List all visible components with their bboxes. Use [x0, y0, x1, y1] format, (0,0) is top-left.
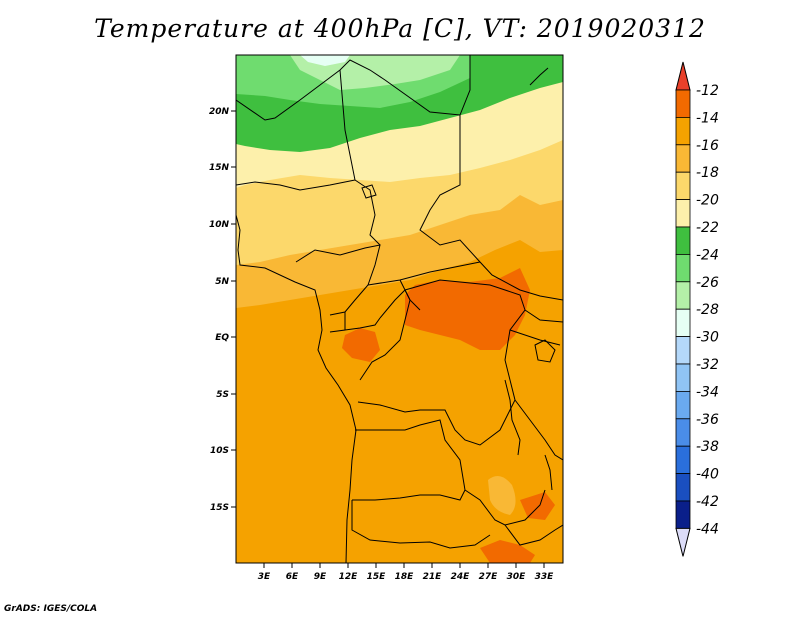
- coastline-west: [236, 214, 357, 563]
- colorbar-swatch: [675, 500, 691, 529]
- colorbar-swatch: [675, 253, 691, 283]
- colorbar-swatch: [675, 445, 691, 475]
- lat-label-15n: 15N: [209, 163, 230, 173]
- lat-label-eq: EQ: [215, 333, 229, 343]
- lake-victoria: [534, 339, 556, 363]
- colorbar-label: -34: [696, 384, 719, 400]
- lat-label-10n: 10N: [209, 220, 230, 230]
- country-borders: [236, 55, 563, 563]
- border-congo: [359, 289, 411, 381]
- lake-malawi: [544, 454, 553, 491]
- colorbar-swatch: [675, 171, 691, 200]
- lat-axis: [231, 110, 236, 508]
- lon-label-12e: 12E: [339, 572, 359, 582]
- colorbar-swatch: [675, 336, 691, 365]
- lon-label-24e: 24E: [451, 572, 471, 582]
- colorbar: -12 -14 -16 -18 -20 -22 -24 -26 -28 -30 -32 -34 -36 -…: [675, 61, 719, 557]
- colorbar-label: -18: [696, 165, 719, 181]
- field-dark-orange-12-south: [480, 540, 535, 563]
- border-tanzania: [514, 399, 563, 461]
- lake-tanganyika: [504, 379, 521, 456]
- chart-title: Temperature at 400hPa [C], VT: 201902031…: [94, 14, 706, 43]
- colorbar-arrow-top: [675, 61, 691, 91]
- lon-label-6e: 6E: [286, 572, 299, 582]
- lon-label-21e: 21E: [423, 572, 443, 582]
- colorbar-swatch: [675, 281, 691, 310]
- colorbar-label: -38: [696, 439, 719, 455]
- lat-label-20n: 20N: [209, 107, 230, 117]
- field-pale-30: [300, 55, 350, 66]
- border-niger-south: [236, 179, 356, 191]
- colorbar-swatch: [675, 226, 691, 255]
- colorbar-label: -30: [696, 330, 719, 346]
- lat-label-15s: 15S: [210, 503, 229, 513]
- colorbar-label: -28: [696, 302, 719, 318]
- colorbar-label: -42: [696, 494, 719, 510]
- field-orange-16-south: [488, 476, 516, 515]
- colorbar-swatch: [675, 418, 691, 447]
- lon-label-9e: 9E: [314, 572, 327, 582]
- border-chad-niger: [339, 69, 381, 246]
- colorbar-label: -26: [696, 275, 719, 291]
- colorbar-label: -20: [696, 193, 719, 209]
- lat-label-5n: 5N: [215, 277, 229, 287]
- lon-label-3e: 3E: [258, 572, 271, 582]
- colorbar-swatch: [675, 308, 691, 338]
- colorbar-label: -32: [696, 357, 719, 373]
- lon-label-30e: 30E: [507, 572, 527, 582]
- colorbar-arrow-bottom: [675, 527, 691, 557]
- temperature-field: [236, 55, 563, 563]
- lon-axis: [263, 563, 545, 568]
- colorbar-label: -36: [696, 412, 719, 428]
- border-nigeria: [295, 244, 381, 316]
- border-cameroon: [329, 312, 381, 333]
- nile-river-west: [529, 67, 549, 86]
- colorbar-swatch: [675, 117, 691, 146]
- field-dark-orange-12: [405, 268, 530, 350]
- credit-label: GrADS: IGES/COLA: [4, 604, 98, 614]
- colorbar-label: -14: [696, 110, 719, 126]
- map-frame: [235, 54, 564, 564]
- border-namibia: [351, 500, 491, 549]
- lat-label-10s: 10S: [210, 446, 229, 456]
- border-drc: [357, 279, 526, 446]
- colorbar-swatch: [675, 199, 691, 228]
- border-sudan-north: [419, 115, 563, 301]
- field-dark-orange-12-east: [520, 492, 555, 520]
- colorbar-label: -40: [696, 467, 719, 483]
- border-sahara-north: [236, 55, 471, 121]
- lat-labels: 20N 15N 10N 5N EQ 5S 10S 15S: [209, 107, 230, 513]
- colorbar-swatch: [675, 363, 691, 392]
- lake-chad: [361, 184, 377, 199]
- colorbar-label: -24: [696, 247, 719, 263]
- colorbar-swatch: [675, 144, 691, 173]
- lon-label-15e: 15E: [367, 572, 387, 582]
- border-uganda-kenya: [509, 309, 563, 346]
- colorbar-swatch: [675, 89, 691, 118]
- lon-label-18e: 18E: [395, 572, 415, 582]
- colorbar-label: -12: [696, 83, 719, 99]
- lon-label-27e: 27E: [479, 572, 499, 582]
- lat-label-5s: 5S: [216, 390, 229, 400]
- colorbar-swatch: [675, 390, 691, 420]
- border-mozambique: [504, 524, 563, 546]
- colorbar-label: -22: [696, 220, 719, 236]
- colorbar-swatch: [675, 473, 691, 502]
- colorbar-label: -16: [696, 138, 719, 154]
- lon-labels: 3E 6E 9E 12E 15E 18E 21E 24E 27E 30E 33E: [258, 572, 554, 582]
- lon-label-33e: 33E: [535, 572, 555, 582]
- colorbar-label: -44: [696, 521, 719, 537]
- field-dark-orange-12-west: [342, 328, 380, 362]
